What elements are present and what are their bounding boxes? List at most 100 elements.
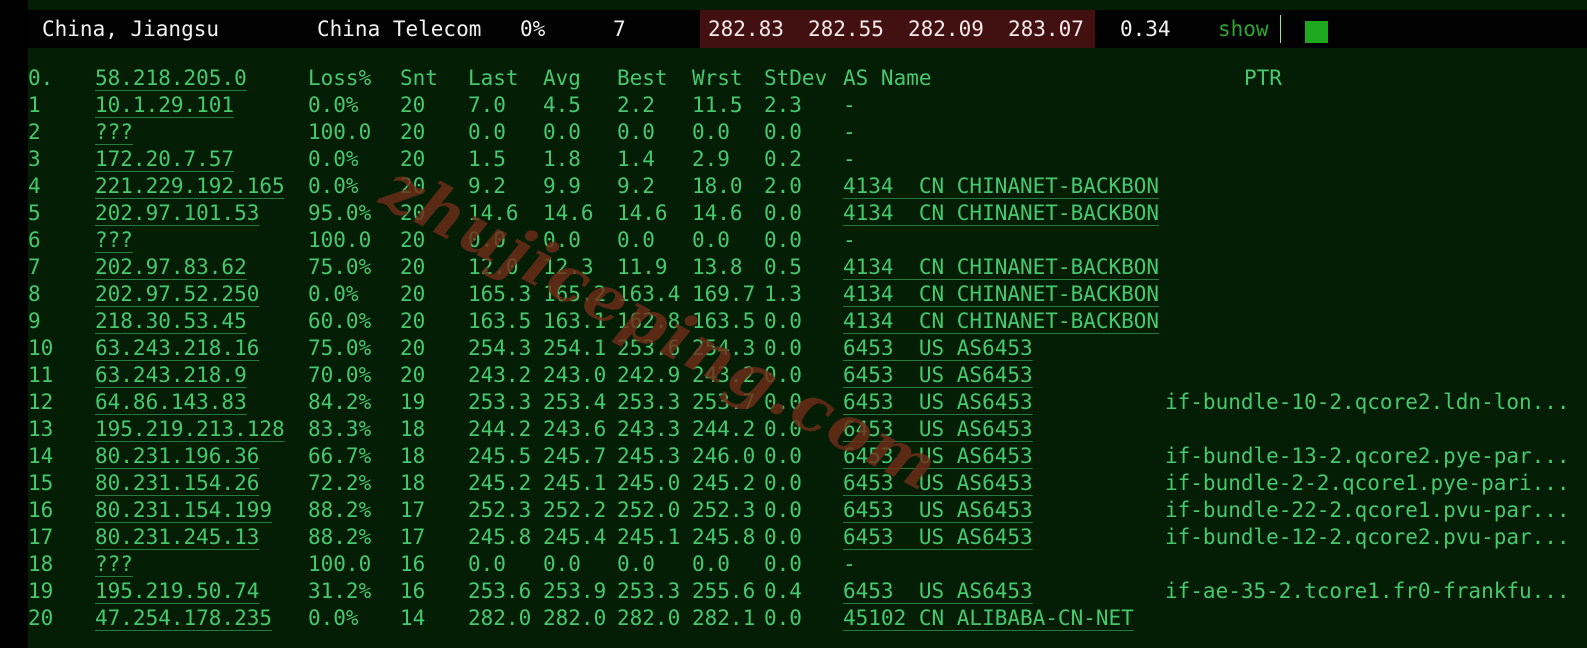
ip-link[interactable]: 10.1.29.101: [95, 93, 235, 117]
as-name-link[interactable]: 4134 CN CHINANET-BACKBON: [843, 282, 1160, 306]
as-name-link[interactable]: 45102 CN ALIBABA-CN-NET: [843, 606, 1134, 630]
as-name-link[interactable]: 4134 CN CHINANET-BACKBON: [843, 201, 1160, 225]
as-name-link[interactable]: 6453 US AS6453: [843, 498, 1033, 522]
ip-link[interactable]: 172.20.7.57: [95, 147, 235, 171]
loss-value: 83.3%: [308, 417, 372, 441]
last-value: 165.3: [468, 282, 532, 306]
left-black-strip: [0, 0, 28, 648]
as-name-link[interactable]: 6453 US AS6453: [843, 471, 1033, 495]
ip-link[interactable]: 47.254.178.235: [95, 606, 273, 630]
as-name-link[interactable]: 4134 CN CHINANET-BACKBON: [843, 255, 1160, 279]
as-name-link[interactable]: 6453 US AS6453: [843, 444, 1033, 468]
wrst-value: 169.7: [692, 282, 756, 306]
best-value: 1.4: [617, 147, 655, 171]
table-row: 4 221.229.192.165 0.0% 20 9.2 9.9 9.2 18…: [28, 173, 1587, 200]
snt-value: 20: [400, 147, 426, 171]
table-row: 11 63.243.218.9 70.0% 20 243.2 243.0 242…: [28, 362, 1587, 389]
snt-value: 14: [400, 606, 426, 630]
ip-link[interactable]: 202.97.101.53: [95, 201, 260, 225]
hop-number: 8: [28, 282, 41, 306]
isp-label: China Telecom: [317, 17, 482, 41]
stdev-value: 0.0: [764, 309, 802, 333]
table-row: 17 80.231.245.13 88.2% 17 245.8 245.4 24…: [28, 524, 1587, 551]
table-row: 3 172.20.7.57 0.0% 20 1.5 1.8 1.4 2.9 0.…: [28, 146, 1587, 173]
as-name-link[interactable]: 6453 US AS6453: [843, 579, 1033, 603]
table-row: 13 195.219.213.128 83.3% 18 244.2 243.6 …: [28, 416, 1587, 443]
as-name-link[interactable]: 4134 CN CHINANET-BACKBON: [843, 174, 1160, 198]
table-row: 20 47.254.178.235 0.0% 14 282.0 282.0 28…: [28, 605, 1587, 632]
ip-link[interactable]: ???: [95, 120, 133, 144]
ip-link[interactable]: 63.243.218.9: [95, 363, 247, 387]
ip-link[interactable]: 80.231.196.36: [95, 444, 260, 468]
last-value: 1.5: [468, 147, 506, 171]
stdev-value: 0.0: [764, 471, 802, 495]
ptr-value: if-bundle-12-2.qcore2.pvu-par...: [1165, 525, 1570, 549]
stdev-value: 2.3: [764, 93, 802, 117]
hop-number: 12: [28, 389, 95, 416]
ip-link[interactable]: 195.219.50.74: [95, 579, 260, 603]
header-target-ip[interactable]: 58.218.205.0: [95, 66, 247, 90]
avg-value: 282.0: [543, 606, 607, 630]
wrst-value: 14.6: [692, 200, 764, 227]
table-row: 7 202.97.83.62 75.0% 20 12.0 12.3 11.9 1…: [28, 254, 1587, 281]
avg-value: 245.4: [543, 525, 607, 549]
hop-number: 10: [28, 335, 95, 362]
ip-link[interactable]: 80.231.154.199: [95, 498, 273, 522]
ip-link[interactable]: 218.30.53.45: [95, 309, 247, 333]
best-value: 9.2: [617, 174, 655, 198]
stdev-value: 0.0: [764, 363, 802, 387]
hop-number: 5: [28, 201, 41, 225]
ip-link[interactable]: ???: [95, 228, 133, 252]
last-value: 254.3: [468, 336, 532, 360]
ip-link[interactable]: 80.231.154.26: [95, 471, 260, 495]
ip-link[interactable]: 202.97.83.62: [95, 255, 247, 279]
hop-number: 18: [28, 552, 54, 576]
stdev-value: 0.2: [764, 147, 802, 171]
stdev-value: 0.0: [764, 390, 802, 414]
ptr-value: [1165, 92, 1587, 119]
ip-link[interactable]: 63.243.218.16: [95, 336, 260, 360]
snt-value: 20: [400, 93, 426, 117]
text-cursor: [1280, 15, 1281, 43]
ip-link[interactable]: 64.86.143.83: [95, 390, 247, 414]
ptr-value: [1165, 146, 1587, 173]
hop-number: 1: [28, 92, 95, 119]
as-name-link[interactable]: 6453 US AS6453: [843, 363, 1033, 387]
header-loss: Loss%: [308, 66, 372, 90]
as-name-link[interactable]: 6453 US AS6453: [843, 525, 1033, 549]
ip-link[interactable]: 80.231.245.13: [95, 525, 260, 549]
snt-value: 20: [400, 336, 426, 360]
avg-value: 12.3: [543, 255, 594, 279]
location-label: China, Jiangsu: [42, 17, 220, 41]
header-avg: Avg: [543, 66, 581, 90]
ip-link[interactable]: 195.219.213.128: [95, 417, 285, 441]
table-row: 19 195.219.50.74 31.2% 16 253.6 253.9 25…: [28, 578, 1587, 605]
ip-link[interactable]: ???: [95, 552, 133, 576]
ip-link[interactable]: 221.229.192.165: [95, 174, 285, 198]
loss-value: 0.0%: [308, 147, 359, 171]
as-name-link[interactable]: 6453 US AS6453: [843, 417, 1033, 441]
avg-value: 253.9: [543, 579, 607, 603]
header-last: Last: [468, 66, 519, 90]
hop-number: 3: [28, 146, 95, 173]
hop-number: 17: [28, 525, 54, 549]
show-link[interactable]: show: [1218, 17, 1269, 41]
header-wrst: Wrst: [692, 65, 764, 92]
wrst-value: 18.0: [692, 173, 764, 200]
header-snt: Snt: [400, 66, 438, 90]
last-value: 0.0: [468, 228, 506, 252]
best-value: 252.0: [617, 498, 681, 522]
best-value: 253.6: [617, 336, 681, 360]
wrst-value: 244.2: [692, 417, 756, 441]
wrst-value: 253.7: [692, 390, 756, 414]
as-name-link[interactable]: 6453 US AS6453: [843, 336, 1033, 360]
best-value: 245.0: [617, 471, 681, 495]
hop-number: 20: [28, 606, 54, 630]
as-name-link[interactable]: 4134 CN CHINANET-BACKBON: [843, 309, 1160, 333]
latency-last: 282.83: [708, 17, 784, 41]
ip-link[interactable]: 202.97.52.250: [95, 282, 260, 306]
ptr-value: [1165, 362, 1587, 389]
stdev-value: 0.4: [764, 579, 802, 603]
as-name-link[interactable]: 6453 US AS6453: [843, 390, 1033, 414]
